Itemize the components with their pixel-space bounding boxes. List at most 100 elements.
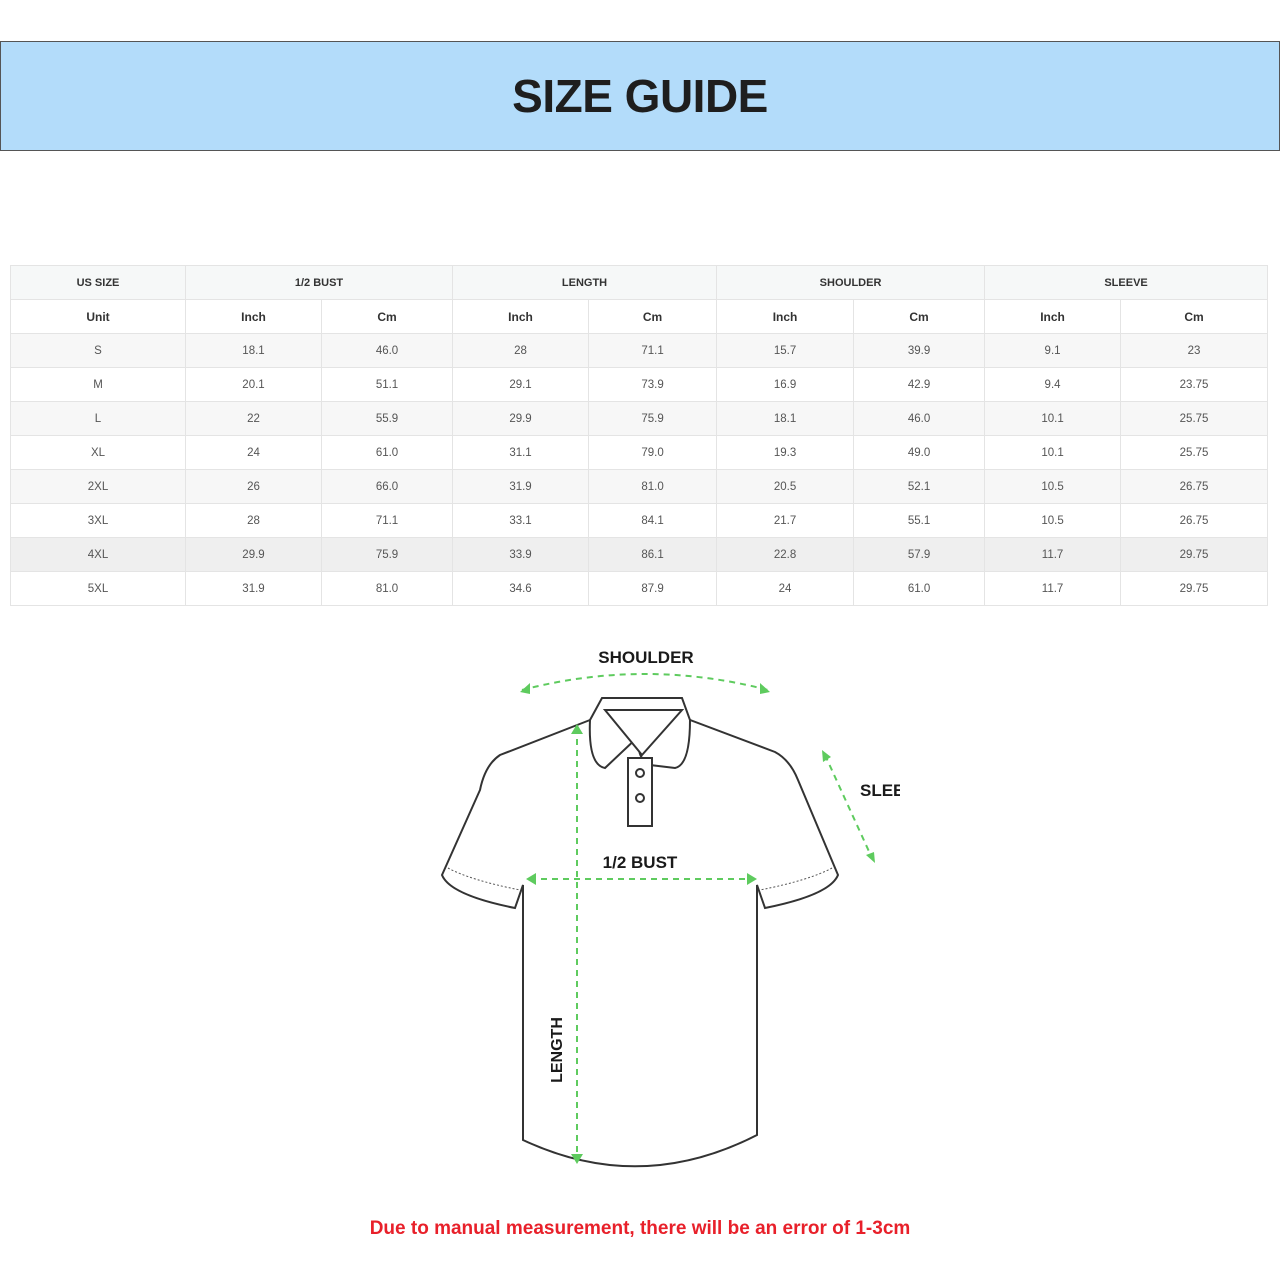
value-cell: 15.7 <box>716 333 855 368</box>
shoulder-label: SHOULDER <box>598 648 693 667</box>
value-cell: 55.1 <box>853 503 986 538</box>
shoulder-arrow <box>521 673 769 691</box>
table-row: 2XL 26 66.0 31.9 81.0 20.5 52.1 10.5 26.75 <box>10 469 1269 504</box>
stitch-lines <box>447 867 833 891</box>
value-cell: 10.5 <box>984 503 1122 538</box>
value-cell: 9.4 <box>984 367 1122 402</box>
measurement-arrows <box>521 673 873 1160</box>
size-cell: L <box>10 401 186 436</box>
sleeve-label: SLEEVE <box>860 781 900 800</box>
size-cell: S <box>10 333 186 368</box>
size-cell: 2XL <box>10 469 186 504</box>
header-sleeve: SLEEVE <box>984 265 1269 300</box>
unit-header-cell: Inch <box>984 299 1122 334</box>
size-cell: 4XL <box>10 537 186 572</box>
value-cell: 19.3 <box>716 435 855 470</box>
value-cell: 61.0 <box>320 435 454 470</box>
value-cell: 10.1 <box>984 435 1122 470</box>
bust-label: 1/2 BUST <box>603 853 678 872</box>
unit-header-cell: Inch <box>716 299 855 334</box>
size-cell: XL <box>10 435 186 470</box>
value-cell: 79.0 <box>588 435 718 470</box>
header-us-size: US SIZE <box>10 265 186 300</box>
value-cell: 73.9 <box>588 367 718 402</box>
value-cell: 71.1 <box>320 503 454 538</box>
value-cell: 18.1 <box>185 333 322 368</box>
value-cell: 33.9 <box>452 537 590 572</box>
table-row: M 20.1 51.1 29.1 73.9 16.9 42.9 9.4 23.75 <box>10 367 1269 402</box>
title-banner: SIZE GUIDE <box>0 41 1280 151</box>
value-cell: 28 <box>452 333 590 368</box>
value-cell: 11.7 <box>984 571 1122 606</box>
value-cell: 10.5 <box>984 469 1122 504</box>
unit-header-cell: Cm <box>320 299 454 334</box>
value-cell: 57.9 <box>853 537 986 572</box>
table-row: 5XL 31.9 81.0 34.6 87.9 24 61.0 11.7 29.75 <box>10 571 1269 606</box>
value-cell: 29.75 <box>1120 571 1269 606</box>
value-cell: 49.0 <box>853 435 986 470</box>
unit-header-cell: Cm <box>853 299 986 334</box>
value-cell: 31.9 <box>185 571 322 606</box>
value-cell: 33.1 <box>452 503 590 538</box>
measurement-note: Due to manual measurement, there will be… <box>369 1218 911 1239</box>
group-header-row: US SIZE 1/2 BUST LENGTH SHOULDER SLEEVE <box>10 265 1269 300</box>
sleeve-arrow <box>824 754 873 859</box>
length-label: LENGTH <box>549 1017 566 1083</box>
value-cell: 18.1 <box>716 401 855 436</box>
value-cell: 31.1 <box>452 435 590 470</box>
value-cell: 75.9 <box>320 537 454 572</box>
unit-header-cell: Inch <box>452 299 590 334</box>
header-length: LENGTH <box>452 265 718 300</box>
value-cell: 24 <box>185 435 322 470</box>
size-cell: M <box>10 367 186 402</box>
table-row: 3XL 28 71.1 33.1 84.1 21.7 55.1 10.5 26.75 <box>10 503 1269 538</box>
value-cell: 52.1 <box>853 469 986 504</box>
value-cell: 55.9 <box>320 401 454 436</box>
unit-header-cell: Cm <box>588 299 718 334</box>
value-cell: 20.1 <box>185 367 322 402</box>
arrow-heads <box>520 683 875 1164</box>
table-row: XL 24 61.0 31.1 79.0 19.3 49.0 10.1 25.75 <box>10 435 1269 470</box>
value-cell: 29.9 <box>452 401 590 436</box>
value-cell: 34.6 <box>452 571 590 606</box>
value-cell: 16.9 <box>716 367 855 402</box>
value-cell: 46.0 <box>853 401 986 436</box>
unit-header-cell: Unit <box>10 299 186 334</box>
table-row: S 18.1 46.0 28 71.1 15.7 39.9 9.1 23 <box>10 333 1269 368</box>
value-cell: 81.0 <box>588 469 718 504</box>
value-cell: 23 <box>1120 333 1269 368</box>
value-cell: 26 <box>185 469 322 504</box>
value-cell: 23.75 <box>1120 367 1269 402</box>
table-row: L 22 55.9 29.9 75.9 18.1 46.0 10.1 25.75 <box>10 401 1269 436</box>
unit-header-cell: Inch <box>185 299 322 334</box>
page-title: SIZE GUIDE <box>512 70 768 122</box>
value-cell: 81.0 <box>320 571 454 606</box>
shirt-outline <box>440 697 840 1168</box>
value-cell: 29.75 <box>1120 537 1269 572</box>
value-cell: 22 <box>185 401 322 436</box>
value-cell: 26.75 <box>1120 503 1269 538</box>
value-cell: 26.75 <box>1120 469 1269 504</box>
value-cell: 42.9 <box>853 367 986 402</box>
value-cell: 21.7 <box>716 503 855 538</box>
value-cell: 11.7 <box>984 537 1122 572</box>
size-cell: 5XL <box>10 571 186 606</box>
value-cell: 22.8 <box>716 537 855 572</box>
value-cell: 39.9 <box>853 333 986 368</box>
polo-shirt-diagram: SHOULDER SLEEVE 1/2 BUST LENGTH <box>440 648 900 1168</box>
value-cell: 51.1 <box>320 367 454 402</box>
value-cell: 31.9 <box>452 469 590 504</box>
header-shoulder: SHOULDER <box>716 265 986 300</box>
header-bust: 1/2 BUST <box>184 265 454 300</box>
value-cell: 24 <box>716 571 855 606</box>
unit-header-row: Unit Inch Cm Inch Cm Inch Cm Inch Cm <box>10 299 1269 334</box>
value-cell: 10.1 <box>984 401 1122 436</box>
value-cell: 28 <box>185 503 322 538</box>
value-cell: 61.0 <box>853 571 986 606</box>
table-row: 4XL 29.9 75.9 33.9 86.1 22.8 57.9 11.7 29.75 <box>10 537 1269 572</box>
value-cell: 25.75 <box>1120 401 1269 436</box>
value-cell: 71.1 <box>588 333 718 368</box>
value-cell: 66.0 <box>320 469 454 504</box>
value-cell: 29.1 <box>452 367 590 402</box>
size-table: US SIZE 1/2 BUST LENGTH SHOULDER SLEEVE … <box>10 265 1269 606</box>
